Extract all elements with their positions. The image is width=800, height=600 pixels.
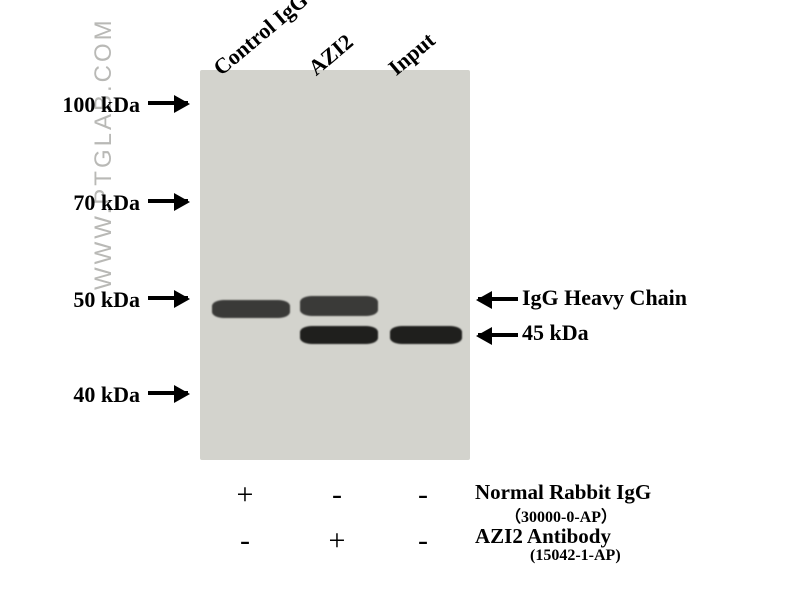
matrix-sign: - xyxy=(322,478,352,512)
matrix-sign: - xyxy=(408,478,438,512)
arrow-icon xyxy=(148,297,188,299)
blot-membrane xyxy=(200,70,470,460)
annotation-igg-heavy: IgG Heavy Chain xyxy=(522,285,687,311)
matrix-sign: + xyxy=(230,478,260,512)
row-label-azi2-ab: AZI2 Antibody xyxy=(475,524,611,549)
mw-label-100: 100 kDa xyxy=(30,92,140,118)
annotation-45kda: 45 kDa xyxy=(522,320,589,346)
mw-label-50: 50 kDa xyxy=(30,287,140,313)
band-lane1-igg xyxy=(300,296,378,316)
arrow-icon xyxy=(478,298,518,300)
band-lane0-igg xyxy=(212,300,290,318)
arrow-icon xyxy=(148,392,188,394)
arrow-icon xyxy=(478,334,518,336)
arrow-icon xyxy=(148,102,188,104)
figure-container: WWW.PTGLAB.COM Control IgG AZI2 Input 10… xyxy=(0,0,800,600)
band-lane1-target xyxy=(300,326,378,344)
row-label-normal-igg: Normal Rabbit IgG xyxy=(475,480,651,505)
band-lane2-input xyxy=(390,326,462,344)
mw-label-40: 40 kDa xyxy=(30,382,140,408)
row-sub-azi2-ab: (15042-1-AP) xyxy=(530,547,621,565)
arrow-icon xyxy=(148,200,188,202)
matrix-sign: - xyxy=(230,524,260,558)
matrix-sign: + xyxy=(322,524,352,558)
matrix-sign: - xyxy=(408,524,438,558)
mw-label-70: 70 kDa xyxy=(30,190,140,216)
watermark-text: WWW.PTGLAB.COM xyxy=(90,17,118,290)
lane-label-control: Control IgG xyxy=(208,0,313,81)
